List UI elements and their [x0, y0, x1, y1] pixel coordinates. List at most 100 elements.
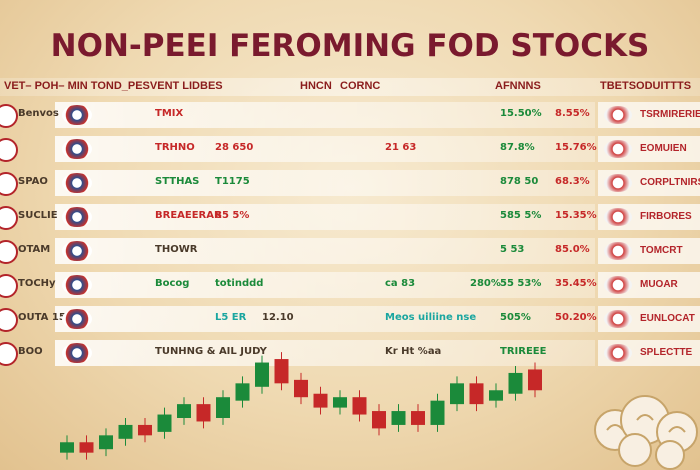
right-brand-label: TOMCRT: [640, 245, 683, 256]
candle: [528, 362, 542, 398]
row-band: [55, 204, 595, 230]
brand-seal-icon: [62, 105, 92, 125]
candle-body: [391, 411, 406, 425]
cloud-ornament-icon: [594, 395, 698, 470]
candle-body: [333, 397, 347, 408]
candle: [60, 435, 74, 460]
right-brand-logo-icon: [604, 310, 632, 328]
brand-seal-icon: [62, 207, 92, 227]
company-logo-icon: [0, 274, 18, 298]
candle: [157, 407, 172, 439]
candle-body: [255, 362, 269, 387]
candle-body: [60, 442, 74, 453]
cell-v4: 35.45%: [555, 278, 597, 289]
cell-v2: 280%: [470, 278, 501, 289]
table-row: OUTA 15 L5 ER 12.10 Meos uiliine nse 505…: [0, 304, 700, 334]
cell-v4: 85.0%: [555, 244, 590, 255]
cell-v4: 68.3%: [555, 176, 590, 187]
candle: [235, 376, 250, 408]
candle-body: [196, 404, 211, 422]
ticker-label: SPAO: [18, 176, 48, 187]
candle-body: [138, 424, 152, 436]
candle-body: [450, 383, 464, 405]
cell-v3: 5 53: [500, 244, 525, 255]
candle: [138, 418, 152, 443]
company-logo-icon: [0, 206, 18, 230]
right-brand-logo-icon: [604, 208, 632, 226]
candle: [216, 390, 230, 425]
candle: [79, 435, 94, 460]
candle: [489, 383, 503, 408]
row-band: [55, 102, 595, 128]
candle-body: [157, 414, 172, 432]
cell-v4: 15.35%: [555, 210, 597, 221]
right-brand-logo-icon: [604, 344, 632, 362]
brand-label: TUNHNG & AIL JUDY: [155, 346, 267, 357]
table-row: TRHNO 28 650 21 63 87.8% 15.76% EOMUIEN: [0, 134, 700, 164]
cell-c1: 28 650: [215, 142, 254, 153]
right-brand-logo-icon: [604, 140, 632, 158]
row-band: [55, 238, 595, 264]
candle-body: [508, 372, 523, 394]
cell-v1: 21 63: [385, 142, 417, 153]
brand-label: BREAEERAR: [155, 210, 222, 221]
candle-body: [489, 390, 503, 401]
ticker-label: BOO: [18, 346, 43, 357]
cell-v3: 878 50: [500, 176, 539, 187]
row-band: [55, 340, 595, 366]
company-logo-icon: [0, 172, 18, 196]
right-brand-logo-icon: [604, 106, 632, 124]
header-text-mid1: HNCN: [300, 80, 332, 92]
candle: [430, 393, 445, 432]
candle-body: [411, 411, 425, 425]
brand-label: TRHNO: [155, 142, 195, 153]
table-row: SPAO STTHAS T1175 878 50 68.3% CORPLTNIR…: [0, 168, 700, 198]
cell-v3: 585 5%: [500, 210, 542, 221]
cell-v4: 8.55%: [555, 108, 590, 119]
row-band: [55, 272, 595, 298]
candle: [118, 418, 133, 446]
cell-v1: Kr Ht %aa: [385, 346, 442, 357]
cell-v1: ca 83: [385, 278, 416, 289]
cell-c1: 85 5%: [215, 210, 250, 221]
candle-body: [430, 400, 445, 425]
brand-seal-icon: [62, 139, 92, 159]
candle: [469, 376, 484, 412]
candle: [508, 366, 523, 401]
candle-body: [352, 397, 367, 415]
candle-body: [235, 383, 250, 401]
brand-label: Bocog: [155, 278, 190, 289]
cell-v3: 505%: [500, 312, 531, 323]
candle-body: [118, 424, 133, 439]
brand-seal-icon: [62, 343, 92, 363]
ticker-label: OTAM: [18, 244, 51, 255]
candle: [196, 397, 211, 429]
brand-seal-icon: [62, 173, 92, 193]
column-header-strip: VET– POH– MIN TOND_PESVENT LIDBES HNCN C…: [0, 78, 700, 96]
right-brand-label: EOMUIEN: [640, 143, 687, 154]
candle-body: [372, 411, 386, 429]
table-row: OTAM THOWR 5 53 85.0% TOMCRT: [0, 236, 700, 266]
brand-label: THOWR: [155, 244, 198, 255]
table-row: BOO TUNHNG & AIL JUDY Kr Ht %aa TRIREEE …: [0, 338, 700, 368]
cell-v4: 50.20%: [555, 312, 597, 323]
candle: [177, 397, 191, 425]
candle-body: [79, 442, 94, 453]
right-brand-label: MUOAR: [640, 279, 678, 290]
candle: [313, 386, 328, 415]
candle-body: [294, 379, 308, 398]
cell-c1: L5 ER: [215, 312, 247, 323]
table-row: TOCHy Bocog totinddd ca 83 280% 55 53% 3…: [0, 270, 700, 300]
candle: [372, 404, 386, 436]
right-brand-label: TSRMIRERIE: [640, 109, 700, 120]
candle: [352, 390, 367, 422]
cell-v3: 87.8%: [500, 142, 535, 153]
cell-c1: T1175: [215, 176, 250, 187]
table-row: Benvos TMIX 15.50% 8.55% TSRMIRERIE: [0, 100, 700, 130]
candle: [450, 376, 464, 412]
company-logo-icon: [0, 138, 18, 162]
candle-body: [216, 397, 230, 418]
cell-v3: TRIREEE: [500, 346, 547, 357]
company-logo-icon: [0, 104, 18, 128]
candle-body: [177, 404, 191, 418]
